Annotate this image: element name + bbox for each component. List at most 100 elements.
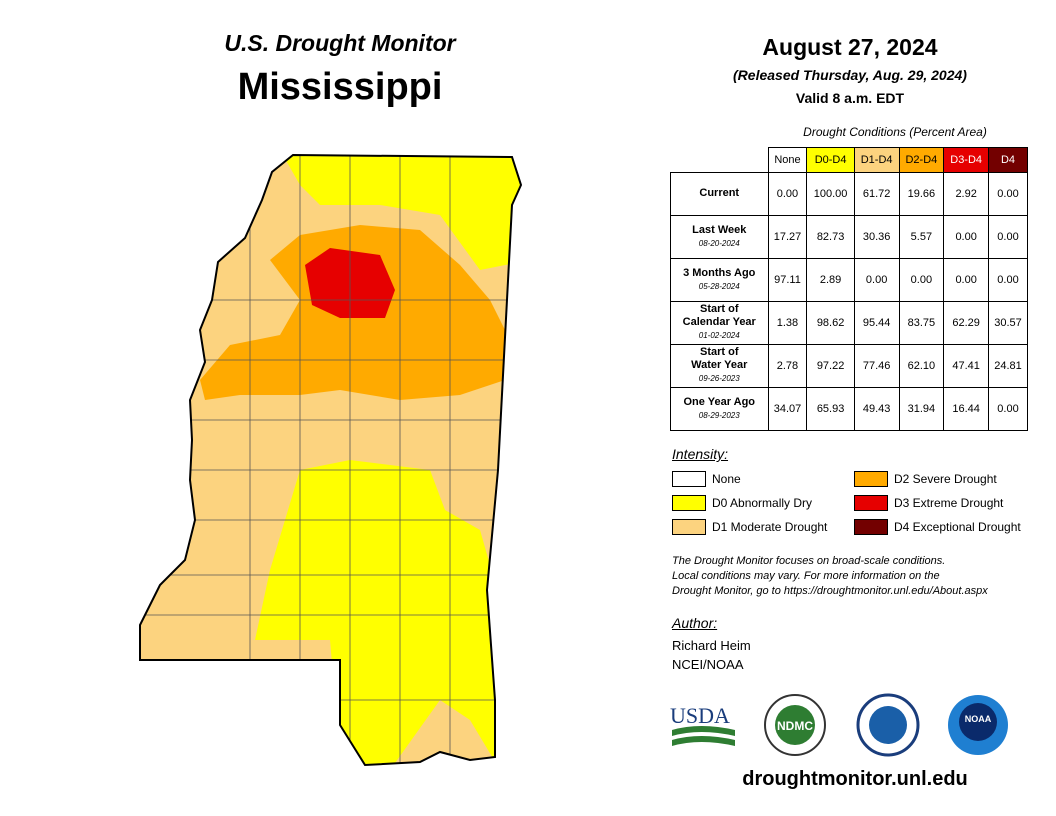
logo-usda: USDA bbox=[670, 703, 730, 728]
cell: 0.00 bbox=[853, 257, 900, 302]
row-label: 3 Months Ago 05-28-2024 bbox=[670, 257, 769, 302]
logos: USDA NDMC NOAA bbox=[670, 693, 1008, 757]
column-header: D2-D4 bbox=[898, 147, 945, 173]
row-label-line: Last Week bbox=[692, 223, 747, 236]
row-date: 09-26-2023 bbox=[698, 374, 740, 383]
cell: 1.38 bbox=[767, 300, 808, 345]
column-header: D0-D4 bbox=[806, 147, 855, 173]
cell: 0.00 bbox=[988, 214, 1028, 259]
cell: 100.00 bbox=[806, 171, 855, 216]
cell: 97.11 bbox=[767, 257, 808, 302]
row-date: 05-28-2024 bbox=[698, 281, 740, 291]
cell: 0.00 bbox=[988, 257, 1028, 302]
row-label-line: 3 Months Ago bbox=[683, 266, 756, 279]
author: Richard Heim NCEI/NOAA bbox=[672, 636, 751, 674]
table-caption: Drought Conditions (Percent Area) bbox=[803, 125, 987, 139]
note-line: The Drought Monitor focuses on broad-sca… bbox=[672, 555, 946, 567]
cell: 30.36 bbox=[853, 214, 900, 259]
legend-label: D0 Abnormally Dry bbox=[712, 496, 813, 510]
legend-swatch bbox=[672, 495, 706, 511]
note: The Drought Monitor focuses on broad-sca… bbox=[672, 554, 988, 599]
cell: 5.57 bbox=[898, 214, 945, 259]
valid: Valid 8 a.m. EDT bbox=[795, 90, 905, 106]
table-row: Start of Calendar Year 01-02-2024 1.38 98.62… bbox=[670, 300, 1028, 345]
legend-item: None bbox=[672, 467, 854, 491]
legend-label: D3 Extreme Drought bbox=[894, 496, 1004, 510]
row-label-line: One Year Ago bbox=[683, 395, 756, 408]
cell: 30.57 bbox=[988, 300, 1028, 345]
legend-title: Intensity: bbox=[672, 446, 729, 462]
cell: 62.10 bbox=[898, 343, 945, 388]
logo-noaa: NOAA bbox=[965, 714, 992, 724]
legend-item: D1 Moderate Drought bbox=[672, 515, 854, 539]
cell: 34.07 bbox=[767, 386, 808, 431]
row-date: 08-29-2023 bbox=[698, 410, 740, 420]
legend-item: D4 Exceptional Drought bbox=[854, 515, 1042, 539]
legend: None D0 Abnormally Dry D1 Moderate Drought… bbox=[672, 467, 1042, 539]
legend-swatch bbox=[854, 519, 888, 535]
row-date: 01-02-2024 bbox=[698, 331, 740, 340]
legend-swatch bbox=[854, 495, 888, 511]
table-row: 3 Months Ago 05-28-2024 97.11 2.89 0.00 0.00 0… bbox=[670, 257, 1028, 302]
legend-item: D3 Extreme Drought bbox=[854, 491, 1042, 515]
corner bbox=[671, 148, 769, 173]
cell: 49.43 bbox=[853, 386, 900, 431]
cell: 2.92 bbox=[943, 171, 990, 216]
row-label: One Year Ago 08-29-2023 bbox=[670, 386, 769, 431]
released: (Released Thursday, Aug. 29, 2024) bbox=[733, 67, 967, 83]
cell: 0.00 bbox=[988, 386, 1028, 431]
cell: 47.41 bbox=[943, 343, 990, 388]
table-row: Start of Water Year 09-26-2023 2.78 97.22 77.… bbox=[670, 343, 1028, 388]
column-header: D4 bbox=[988, 147, 1028, 173]
cell: 2.78 bbox=[767, 343, 808, 388]
logo-ndmc: NDMC bbox=[777, 719, 813, 733]
row-label: Current bbox=[670, 171, 769, 216]
row-label: Start of Water Year 09-26-2023 bbox=[670, 343, 769, 388]
table-row: Current 0.00 100.00 61.72 19.66 2.92 0.00 bbox=[670, 171, 1028, 216]
cell: 31.94 bbox=[898, 386, 945, 431]
header-row: None D0-D4 D1-D4 D2-D4 D3-D4 D4 bbox=[671, 147, 1028, 173]
row-label-line: Start of bbox=[700, 303, 739, 315]
cell: 16.44 bbox=[943, 386, 990, 431]
cell: 82.73 bbox=[806, 214, 855, 259]
row-label-line: Start of bbox=[700, 346, 739, 358]
legend-label: D2 Severe Drought bbox=[894, 472, 997, 486]
row-label-line: Water Year bbox=[691, 359, 748, 371]
cell: 65.93 bbox=[806, 386, 855, 431]
stats-table: None D0-D4 D1-D4 D2-D4 D3-D4 D4 Current 0.00 100… bbox=[670, 147, 1028, 431]
map bbox=[139, 154, 522, 766]
table-row: Last Week 08-20-2024 17.27 82.73 30.36 5.57 0.… bbox=[670, 214, 1028, 259]
cell: 98.62 bbox=[806, 300, 855, 345]
cell: 19.66 bbox=[898, 171, 945, 216]
legend-item: D2 Severe Drought bbox=[854, 467, 1042, 491]
legend-label: None bbox=[712, 472, 741, 486]
cell: 24.81 bbox=[988, 343, 1028, 388]
cell: 0.00 bbox=[943, 257, 990, 302]
cell: 17.27 bbox=[767, 214, 808, 259]
cell: 83.75 bbox=[898, 300, 945, 345]
author-line: NCEI/NOAA bbox=[672, 657, 744, 672]
author-line: Richard Heim bbox=[672, 638, 751, 653]
cell: 0.00 bbox=[943, 214, 990, 259]
note-line: Local conditions may vary. For more info… bbox=[672, 570, 940, 582]
row-label: Start of Calendar Year 01-02-2024 bbox=[670, 300, 769, 345]
series-title: U.S. Drought Monitor bbox=[224, 30, 456, 56]
url: droughtmonitor.unl.edu bbox=[742, 768, 968, 790]
cell: 0.00 bbox=[767, 171, 808, 216]
row-date: 08-20-2024 bbox=[698, 238, 740, 248]
legend-swatch bbox=[672, 519, 706, 535]
author-title: Author: bbox=[672, 615, 718, 631]
cell: 95.44 bbox=[853, 300, 900, 345]
legend-item: D0 Abnormally Dry bbox=[672, 491, 854, 515]
state-title: Mississippi bbox=[237, 66, 443, 108]
date: August 27, 2024 bbox=[762, 34, 938, 60]
column-header: None bbox=[767, 147, 808, 173]
legend-label: D1 Moderate Drought bbox=[712, 520, 828, 534]
cell: 61.72 bbox=[853, 171, 900, 216]
row-label-line: Current bbox=[699, 187, 740, 199]
cell: 2.89 bbox=[806, 257, 855, 302]
legend-label: D4 Exceptional Drought bbox=[894, 520, 1021, 534]
column-header: D1-D4 bbox=[853, 147, 900, 173]
column-header: D3-D4 bbox=[943, 147, 990, 173]
